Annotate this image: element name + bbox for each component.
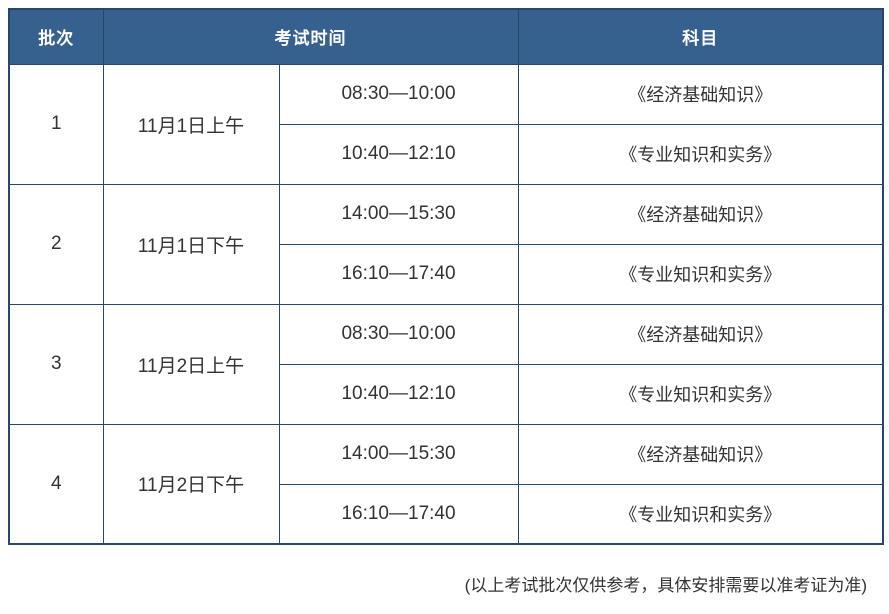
exam-date-cell: 11月1日上午: [102, 63, 280, 185]
table-row: 10:40—12:10 《专业知识和实务》: [9, 123, 884, 185]
subject-cell: 《经济基础知识》: [517, 303, 884, 365]
exam-schedule-page: 批次 考试时间 科目 1 11月1日上午 08:30—10:00 《经济基础知识…: [8, 8, 884, 595]
table-row: 1 11月1日上午 08:30—10:00 《经济基础知识》: [8, 63, 884, 185]
table-header-row: 批次 考试时间 科目: [8, 8, 884, 65]
exam-time-column-header: 考试时间: [102, 8, 519, 65]
table-row: 4 11月2日下午 14:00—15:30 《经济基础知识》: [8, 423, 884, 545]
table-row: 10:40—12:10 《专业知识和实务》: [9, 363, 884, 425]
batch-number-cell: 3: [8, 303, 104, 425]
subject-cell: 《专业知识和实务》: [517, 483, 884, 545]
exam-date-cell: 11月2日下午: [102, 423, 280, 545]
subject-cell: 《专业知识和实务》: [517, 363, 884, 425]
batch-column-header: 批次: [8, 8, 104, 65]
subject-cell: 《专业知识和实务》: [517, 123, 884, 185]
time-slot-cell: 14:00—15:30: [278, 423, 519, 485]
time-slot-cell: 16:10—17:40: [278, 483, 519, 545]
subject-cell: 《经济基础知识》: [517, 423, 884, 485]
table-row: 16:10—17:40 《专业知识和实务》: [9, 243, 884, 305]
exam-date-cell: 11月1日下午: [102, 183, 280, 305]
batch-number-cell: 1: [8, 63, 104, 185]
subject-cell: 《专业知识和实务》: [517, 243, 884, 305]
exam-schedule-table: 批次 考试时间 科目 1 11月1日上午 08:30—10:00 《经济基础知识…: [8, 8, 884, 545]
batch-number-cell: 4: [8, 423, 104, 545]
subject-cell: 《经济基础知识》: [517, 183, 884, 245]
time-slot-cell: 08:30—10:00: [278, 303, 519, 365]
subject-column-header: 科目: [517, 8, 884, 65]
reference-note: (以上考试批次仅供参考，具体安排需要以准考证为准): [464, 576, 867, 595]
time-slot-cell: 14:00—15:30: [278, 183, 519, 245]
exam-date-cell: 11月2日上午: [102, 303, 280, 425]
time-slot-cell: 10:40—12:10: [278, 123, 519, 185]
time-slot-cell: 16:10—17:40: [278, 243, 519, 305]
time-slot-cell: 08:30—10:00: [278, 63, 519, 125]
table-row: 3 11月2日上午 08:30—10:00 《经济基础知识》: [8, 303, 884, 425]
subject-cell: 《经济基础知识》: [517, 63, 884, 125]
time-slot-cell: 10:40—12:10: [278, 363, 519, 425]
batch-number-cell: 2: [8, 183, 104, 305]
table-row: 16:10—17:40 《专业知识和实务》: [9, 483, 884, 545]
table-row: 2 11月1日下午 14:00—15:30 《经济基础知识》: [8, 183, 884, 305]
